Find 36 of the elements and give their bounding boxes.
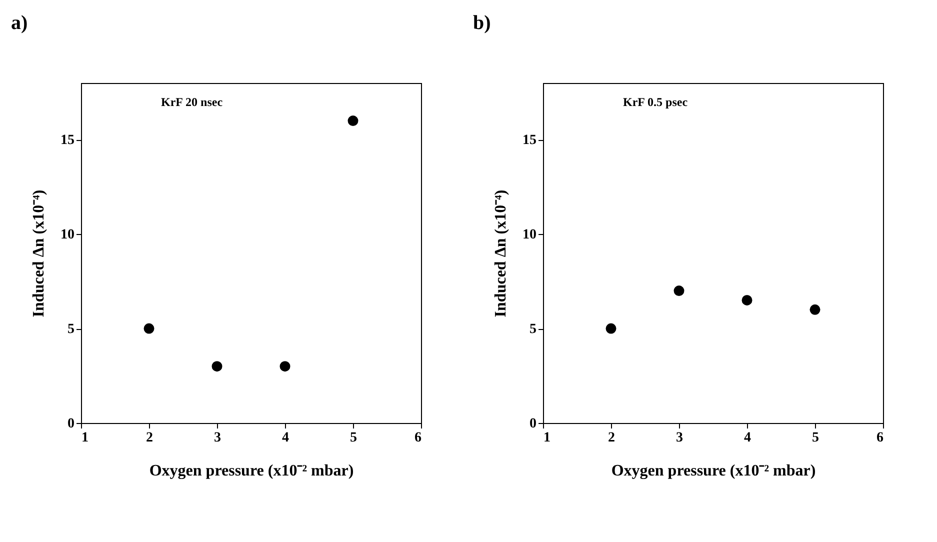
annotation: KrF 0.5 psec xyxy=(623,95,688,109)
x-tick-label: 6 xyxy=(876,430,884,446)
x-tick-label: 6 xyxy=(414,430,422,446)
x-tick-label: 4 xyxy=(744,430,751,446)
y-tick-label: 10 xyxy=(60,228,74,243)
chart-title: a) xyxy=(11,12,28,34)
point xyxy=(742,294,752,306)
x-tick-label: 3 xyxy=(214,430,221,446)
y-tick-label: 10 xyxy=(522,228,536,243)
point xyxy=(674,286,684,296)
x-tick-label: 2 xyxy=(146,430,153,446)
point xyxy=(810,304,820,315)
point xyxy=(348,116,358,126)
y-tick-label: 15 xyxy=(60,133,74,148)
point xyxy=(212,361,222,372)
y-axis-title: Induced Δn (x10⁻⁴) xyxy=(30,190,48,318)
x-tick-label: 3 xyxy=(676,430,683,446)
x-tick-label: 1 xyxy=(82,430,88,446)
x-axis-title: Oxygen pressure (x10⁻² mbar) xyxy=(611,462,816,480)
y-tick-label: 5 xyxy=(530,322,536,338)
y-tick-label: 5 xyxy=(68,322,74,338)
x-tick-label: 5 xyxy=(350,430,357,446)
point xyxy=(144,323,154,334)
annotation: KrF 20 nsec xyxy=(161,95,224,109)
point xyxy=(280,361,290,372)
chart-title: b) xyxy=(473,12,491,34)
x-tick-label: 4 xyxy=(282,430,289,446)
x-tick-label: 2 xyxy=(608,430,615,446)
x-tick-label: 1 xyxy=(544,430,550,446)
x-tick-label: 5 xyxy=(812,430,819,446)
point xyxy=(606,323,616,334)
y-tick-label: 0 xyxy=(68,416,74,432)
y-tick-label: 0 xyxy=(530,416,536,432)
y-tick-label: 15 xyxy=(522,133,536,148)
y-axis-title: Induced Δn (x10⁻⁴) xyxy=(492,190,510,318)
x-axis-title: Oxygen pressure (x10⁻² mbar) xyxy=(149,462,354,480)
